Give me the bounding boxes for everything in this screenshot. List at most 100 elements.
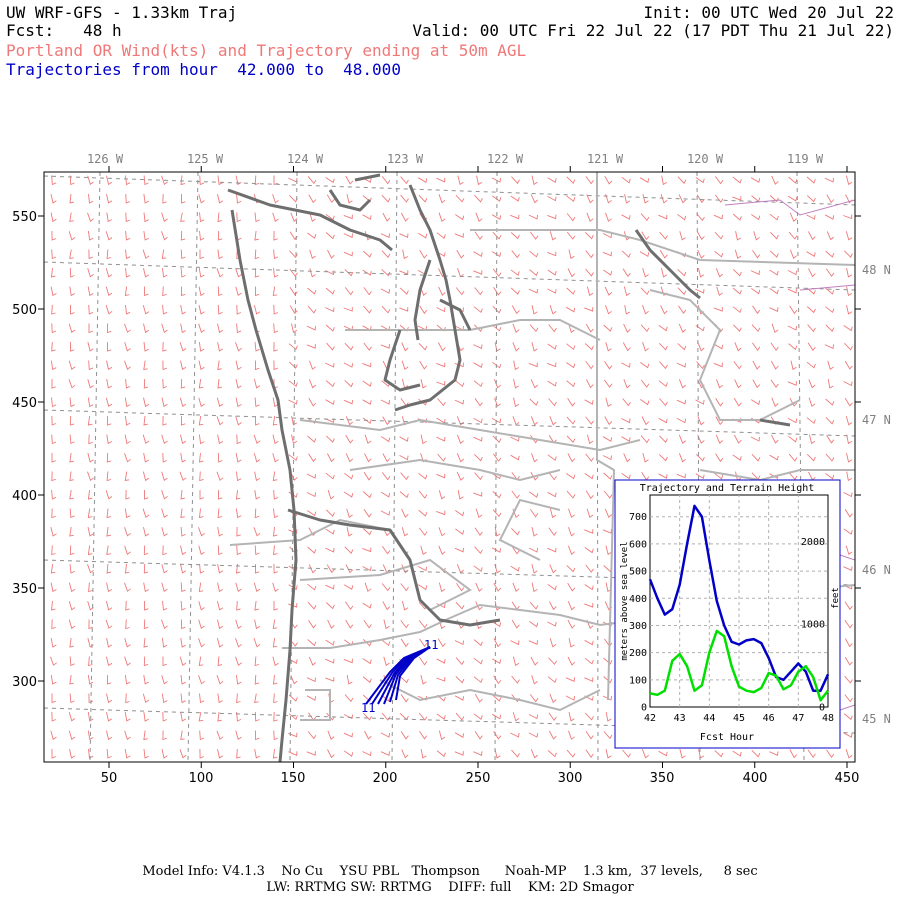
inset-x-tick-label: 42 (644, 713, 656, 724)
wind-barb (529, 324, 539, 333)
wind-barb (547, 269, 557, 276)
wind-barb (68, 619, 76, 630)
wind-barb (528, 640, 538, 645)
wind-barb (456, 434, 464, 444)
wind-barb (844, 620, 853, 629)
trajectory-subtitle: Trajectories from hour 42.000 to 48.000 (6, 60, 401, 79)
lon-label: 123 W (387, 152, 424, 166)
wind-barb (380, 436, 391, 443)
lon-label: 121 W (587, 152, 624, 166)
wind-barb (180, 230, 186, 241)
wind-barb (288, 732, 298, 738)
wind-barb (87, 286, 94, 297)
wind-barb (697, 434, 705, 444)
wind-barb (585, 361, 594, 370)
wind-barb (530, 656, 539, 666)
wind-barb (381, 639, 391, 647)
wind-barbs (50, 175, 853, 759)
wind-barb (198, 712, 204, 722)
wind-barb (530, 749, 539, 759)
wind-barb (272, 656, 279, 667)
wind-barb (621, 418, 631, 424)
wind-barb (567, 453, 576, 463)
wind-barb (584, 657, 594, 665)
wind-barb (658, 342, 668, 351)
wind-barb (217, 212, 223, 223)
wind-barb (382, 416, 391, 426)
wind-barb (87, 545, 93, 556)
wind-barb (217, 711, 222, 722)
wind-barb (419, 638, 428, 647)
wind-barb (492, 324, 502, 332)
wind-barb (473, 270, 483, 275)
wind-barb (769, 250, 779, 258)
wind-barb (272, 582, 279, 593)
wind-barb (180, 267, 186, 278)
wind-barb (584, 603, 594, 608)
wind-barb (732, 750, 742, 757)
wind-barb (272, 397, 279, 408)
wind-barb (566, 195, 576, 202)
wind-barb (399, 307, 409, 312)
wind-barb (217, 286, 223, 297)
wind-barb (400, 176, 409, 185)
wind-barb (493, 582, 502, 592)
wind-barb (161, 749, 168, 759)
wind-barb (808, 397, 816, 408)
wind-barb (400, 730, 409, 740)
wind-barb (346, 527, 353, 537)
x-grid-labels: 50 100 150 200 250 300 350 400 450 (101, 771, 860, 786)
wind-barb (510, 640, 520, 646)
wind-barb (402, 249, 409, 260)
wind-barb (235, 563, 241, 574)
lon-label: 126 W (87, 152, 124, 166)
wind-barb (752, 305, 761, 315)
trajectory-paths (365, 646, 431, 705)
wind-barb (51, 508, 56, 519)
wind-barb (383, 619, 390, 630)
wind-barb (568, 638, 575, 648)
wind-barb (696, 213, 705, 222)
wind-barb (308, 379, 317, 389)
wind-barb (491, 214, 502, 221)
wind-barb (253, 304, 261, 315)
wind-barb (585, 176, 594, 185)
trajectory-height-line (648, 504, 830, 692)
wind-barb (752, 342, 761, 351)
wind-barb (199, 471, 204, 482)
wind-barb (346, 675, 353, 685)
wind-barb (531, 453, 538, 463)
wind-barb (180, 564, 187, 574)
wind-barb (362, 751, 372, 757)
wind-barb (454, 695, 465, 701)
wind-barb (273, 230, 278, 241)
wind-barb (180, 508, 185, 519)
wind-barb (604, 286, 613, 296)
wind-barb (69, 341, 75, 352)
wind-barb (50, 730, 57, 741)
wind-barb (697, 416, 705, 426)
wind-barb (436, 380, 446, 386)
wind-barb (418, 472, 428, 480)
wind-barb (254, 175, 260, 186)
wind-barb (124, 508, 131, 519)
wind-barb (161, 693, 168, 704)
wind-barb (344, 380, 354, 388)
wind-barb (493, 453, 502, 462)
wind-barb (362, 380, 372, 387)
wind-barb (254, 490, 261, 500)
wind-barb (549, 693, 557, 703)
wind-barb (273, 601, 278, 611)
wind-barb (51, 453, 56, 463)
wind-barb (529, 231, 539, 240)
wind-barb (713, 214, 723, 220)
wind-barb (217, 304, 223, 315)
wind-barb (417, 177, 428, 184)
wind-barb (658, 417, 668, 424)
wind-barb (326, 194, 335, 204)
wind-barb (843, 381, 853, 387)
wind-barb (473, 676, 483, 684)
wind-barb (698, 268, 705, 278)
wind-barb (438, 730, 446, 741)
wind-barb (568, 249, 575, 260)
